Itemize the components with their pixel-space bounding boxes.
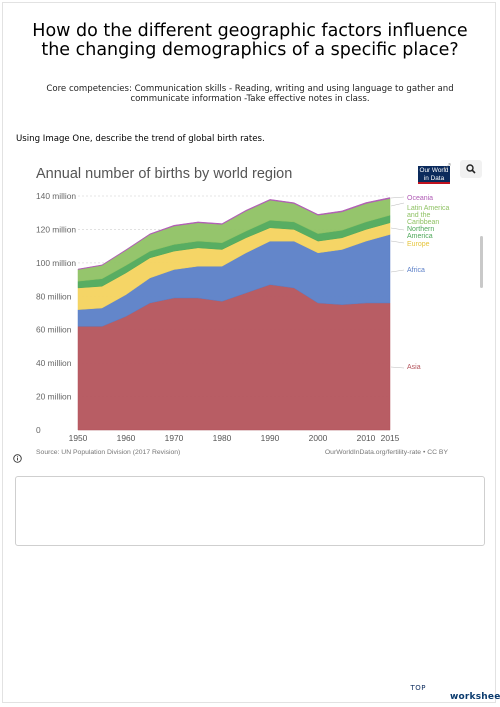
legend-label: America [407,233,433,240]
legend-connector [390,240,405,244]
x-tick-label: 2010 [357,433,376,443]
y-tick-label: 140 million [36,191,76,201]
y-tick-label: 0 [36,425,41,435]
brand-name-text: worksheets [450,692,500,702]
y-tick-label: 60 million [36,325,72,335]
scrollbar[interactable] [480,236,483,288]
brand-top-text: TOP [410,684,426,692]
legend-label: Asia [407,364,421,371]
y-tick-label: 40 million [36,358,72,368]
x-tick-label: 1960 [117,433,136,443]
chart-title: Annual number of births by world region [36,166,293,182]
logo-text: Our World in Data [419,167,449,182]
y-tick-label: 100 million [36,258,76,268]
x-tick-label: 1950 [69,433,88,443]
legend-connector [390,202,405,207]
x-tick-label: 1990 [261,433,280,443]
legend-label: Caribbean [407,219,439,226]
page-title: How do the different geographic factors … [32,21,468,60]
y-tick-label: 20 million [36,392,72,402]
core-competencies-text: Core competencies: Communication skills … [46,84,454,104]
legend-label: and the [407,212,430,219]
x-tick-label: 2015 [381,433,400,443]
x-tick-label: 1980 [213,433,232,443]
legend-connector [390,269,405,273]
expand-icon[interactable]: ⤢ [444,162,451,171]
search-icon [466,164,476,174]
legend-connector [390,196,405,199]
chart-credit: OurWorldInData.org/fertility-rate • CC B… [325,449,449,456]
x-tick-label: 1970 [165,433,184,443]
our-world-in-data-logo: Our World in Data [418,166,450,184]
zoom-search-button[interactable] [460,160,482,178]
legend-connector [390,227,405,231]
chart-source: Source: UN Population Division (2017 Rev… [36,449,180,456]
legend-connector [390,366,405,369]
question-instruction: Using Image One, describe the trend of g… [16,134,265,144]
legend-label: Latin America [407,205,450,212]
x-tick-label: 2000 [309,433,328,443]
legend-label: Oceania [407,195,433,202]
legend-label: Africa [407,267,425,274]
legend-label: Northern [407,226,434,233]
answer-textbox[interactable] [15,476,485,546]
info-icon[interactable] [13,454,22,463]
y-tick-label: 80 million [36,291,72,301]
page-border [2,2,496,703]
legend-label: Europe [407,241,430,248]
area-series-oceania [77,197,391,270]
y-tick-label: 120 million [36,224,76,234]
